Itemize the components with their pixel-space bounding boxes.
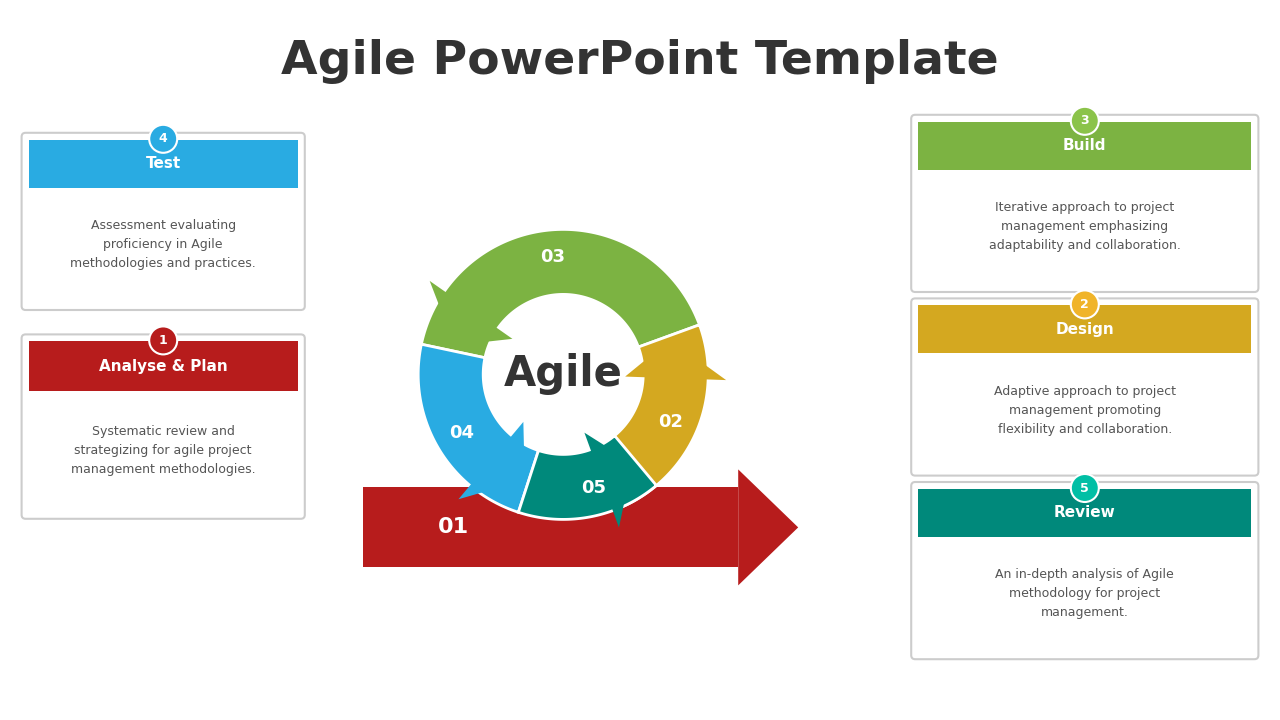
FancyBboxPatch shape xyxy=(911,298,1258,476)
Circle shape xyxy=(150,326,177,354)
Polygon shape xyxy=(518,436,657,519)
Text: Assessment evaluating
proficiency in Agile
methodologies and practices.: Assessment evaluating proficiency in Agi… xyxy=(70,219,256,270)
Polygon shape xyxy=(739,469,799,585)
Text: 2: 2 xyxy=(1080,298,1089,311)
Polygon shape xyxy=(430,281,512,346)
FancyBboxPatch shape xyxy=(918,305,1252,354)
Text: Systematic review and
strategizing for agile project
management methodologies.: Systematic review and strategizing for a… xyxy=(70,425,256,476)
FancyBboxPatch shape xyxy=(28,341,298,392)
Text: 03: 03 xyxy=(540,248,566,266)
Text: Review: Review xyxy=(1053,505,1116,521)
Text: 02: 02 xyxy=(658,413,684,431)
Circle shape xyxy=(1071,290,1098,318)
Text: 1: 1 xyxy=(159,334,168,347)
Text: 04: 04 xyxy=(449,424,474,442)
FancyBboxPatch shape xyxy=(918,489,1252,537)
FancyBboxPatch shape xyxy=(911,114,1258,292)
Circle shape xyxy=(1071,474,1098,502)
Text: 01: 01 xyxy=(438,518,470,537)
FancyBboxPatch shape xyxy=(28,140,298,188)
FancyBboxPatch shape xyxy=(22,334,305,519)
Text: Agile PowerPoint Template: Agile PowerPoint Template xyxy=(282,39,998,84)
FancyBboxPatch shape xyxy=(22,132,305,310)
Text: 3: 3 xyxy=(1080,114,1089,127)
Polygon shape xyxy=(458,422,525,499)
Polygon shape xyxy=(625,340,726,380)
FancyBboxPatch shape xyxy=(911,482,1258,660)
Polygon shape xyxy=(421,230,699,358)
Text: Design: Design xyxy=(1056,322,1114,337)
Polygon shape xyxy=(593,325,708,509)
Text: Agile: Agile xyxy=(504,354,622,395)
Text: 4: 4 xyxy=(159,132,168,145)
Circle shape xyxy=(1071,107,1098,135)
Text: 05: 05 xyxy=(581,479,607,497)
Text: Analyse & Plan: Analyse & Plan xyxy=(99,359,228,374)
Polygon shape xyxy=(585,433,632,528)
Text: Test: Test xyxy=(146,156,180,171)
Text: An in-depth analysis of Agile
methodology for project
management.: An in-depth analysis of Agile methodolog… xyxy=(996,568,1174,619)
Text: Build: Build xyxy=(1064,138,1106,153)
Text: 5: 5 xyxy=(1080,482,1089,495)
Polygon shape xyxy=(364,487,739,567)
Text: Adaptive approach to project
management promoting
flexibility and collaboration.: Adaptive approach to project management … xyxy=(993,384,1176,436)
Circle shape xyxy=(485,297,641,452)
FancyBboxPatch shape xyxy=(918,122,1252,169)
Polygon shape xyxy=(419,344,539,513)
Circle shape xyxy=(150,125,177,153)
Text: Iterative approach to project
management emphasizing
adaptability and collaborat: Iterative approach to project management… xyxy=(989,201,1180,252)
